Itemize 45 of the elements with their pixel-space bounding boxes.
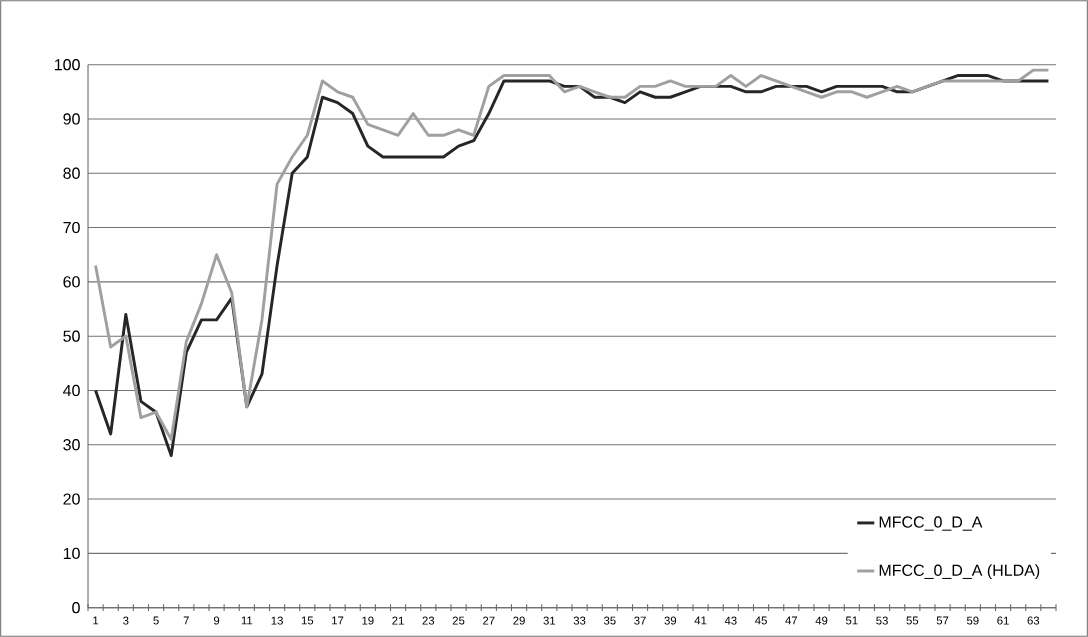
- x-tick-label: 11: [241, 616, 253, 625]
- x-tick-label: 15: [301, 616, 314, 625]
- x-tick-label: 53: [876, 616, 888, 625]
- y-tick-label: 100: [54, 59, 80, 71]
- x-tick-label: 21: [392, 616, 404, 625]
- x-tick-label: 25: [452, 616, 465, 625]
- x-tick-label: 57: [936, 616, 949, 625]
- x-tick-label: 3: [123, 616, 129, 625]
- x-tick-label: 55: [906, 616, 919, 625]
- x-tick-label: 35: [603, 616, 616, 625]
- x-tick-label: 27: [483, 616, 495, 625]
- legend-label: MFCC_0_D_A: [879, 516, 983, 531]
- y-tick-label: 80: [63, 167, 80, 179]
- y-tick-label: 50: [63, 330, 80, 342]
- x-tick-label: 19: [362, 616, 374, 625]
- x-tick-label: 1: [93, 616, 99, 625]
- y-tick-label: 0: [72, 602, 80, 614]
- x-tick-label: 63: [1027, 616, 1040, 625]
- x-tick-label: 29: [513, 616, 525, 625]
- x-tick-label: 59: [966, 616, 979, 625]
- x-tick-label: 23: [422, 616, 435, 625]
- legend-label: MFCC_0_D_A (HLDA): [879, 564, 1040, 580]
- x-tick-label: 31: [543, 616, 556, 625]
- x-tick-label: 43: [724, 616, 737, 625]
- x-tick-label: 7: [183, 616, 189, 625]
- x-tick-label: 49: [815, 616, 828, 625]
- y-tick-label: 60: [63, 276, 80, 288]
- x-tick-label: 45: [755, 616, 767, 625]
- x-tick-label: 47: [785, 616, 798, 625]
- x-tick-label: 39: [664, 616, 677, 625]
- y-tick-label: 20: [63, 493, 80, 505]
- x-tick-label: 13: [271, 616, 283, 625]
- x-tick-label: 37: [634, 616, 646, 625]
- y-tick-label: 30: [63, 439, 80, 451]
- y-tick-label: 90: [63, 113, 80, 125]
- y-tick-label: 10: [63, 547, 80, 560]
- x-tick-label: 17: [332, 616, 344, 625]
- y-tick-label: 70: [63, 221, 80, 234]
- x-tick-label: 5: [153, 616, 159, 625]
- x-tick-label: 9: [213, 616, 220, 625]
- x-tick-label: 33: [573, 616, 586, 625]
- x-tick-label: 61: [997, 616, 1009, 625]
- x-tick-label: 51: [845, 616, 858, 625]
- y-tick-label: 40: [63, 384, 80, 397]
- x-tick-label: 41: [694, 616, 707, 625]
